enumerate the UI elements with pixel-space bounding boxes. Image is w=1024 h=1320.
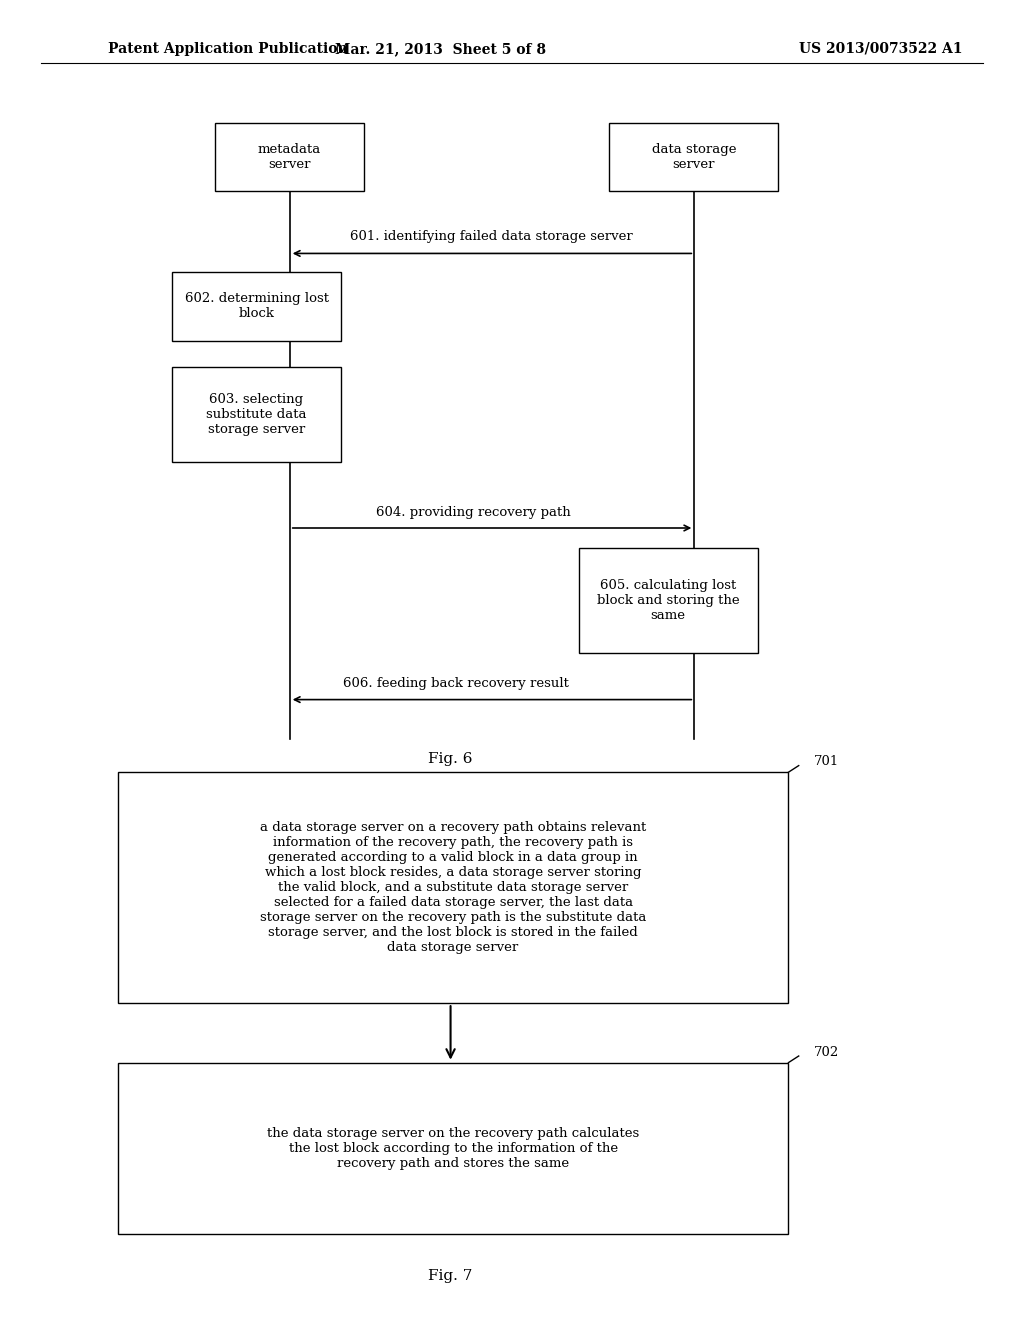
Text: 603. selecting
substitute data
storage server: 603. selecting substitute data storage s…: [206, 393, 307, 436]
FancyBboxPatch shape: [609, 123, 778, 191]
Text: 701: 701: [814, 755, 840, 768]
FancyBboxPatch shape: [579, 548, 758, 653]
FancyBboxPatch shape: [172, 272, 341, 341]
Text: the data storage server on the recovery path calculates
the lost block according: the data storage server on the recovery …: [267, 1127, 639, 1170]
Text: Mar. 21, 2013  Sheet 5 of 8: Mar. 21, 2013 Sheet 5 of 8: [335, 42, 546, 55]
FancyBboxPatch shape: [118, 1063, 788, 1234]
Text: 702: 702: [814, 1045, 840, 1059]
Text: Fig. 6: Fig. 6: [428, 752, 473, 766]
Text: Fig. 7: Fig. 7: [428, 1270, 473, 1283]
Text: 605. calculating lost
block and storing the
same: 605. calculating lost block and storing …: [597, 579, 739, 622]
Text: data storage
server: data storage server: [651, 143, 736, 172]
Text: 606. feeding back recovery result: 606. feeding back recovery result: [343, 677, 568, 690]
Text: 602. determining lost
block: 602. determining lost block: [184, 292, 329, 321]
Text: 601. identifying failed data storage server: 601. identifying failed data storage ser…: [350, 230, 633, 243]
FancyBboxPatch shape: [172, 367, 341, 462]
Text: US 2013/0073522 A1: US 2013/0073522 A1: [799, 42, 963, 55]
Text: Patent Application Publication: Patent Application Publication: [108, 42, 347, 55]
FancyBboxPatch shape: [118, 772, 788, 1003]
Text: 604. providing recovery path: 604. providing recovery path: [376, 506, 570, 519]
Text: metadata
server: metadata server: [258, 143, 321, 172]
FancyBboxPatch shape: [215, 123, 364, 191]
Text: a data storage server on a recovery path obtains relevant
information of the rec: a data storage server on a recovery path…: [260, 821, 646, 954]
